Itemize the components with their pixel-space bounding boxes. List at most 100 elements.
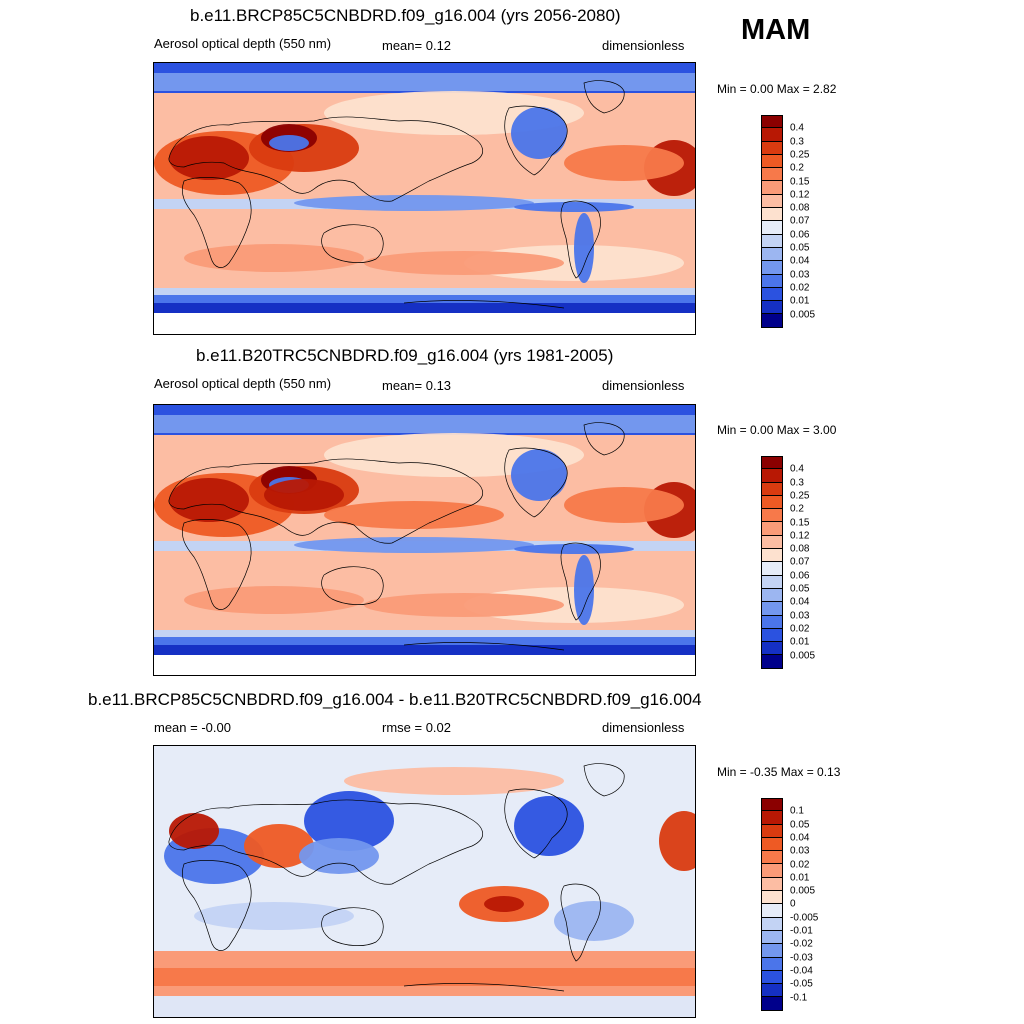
colorbar-tick-label: -0.1 — [790, 992, 808, 1003]
coastline-2 — [321, 224, 384, 263]
colorbar-tick-label: 0.01 — [790, 872, 810, 884]
colorbar-swatch — [761, 469, 783, 483]
coastline-1 — [181, 860, 252, 951]
colorbar-tick-label: -0.005 — [790, 912, 819, 924]
coastline-0 — [168, 799, 483, 885]
colorbar-swatch — [761, 168, 783, 182]
panel-3-mean-label: mean = -0.00 — [154, 720, 231, 735]
panel-1-map-field — [154, 63, 695, 334]
colorbar-tick-label: 0.2 — [790, 162, 804, 174]
antarctic-mask — [154, 996, 695, 1017]
colorbar-swatch — [761, 930, 783, 945]
panel-3-rmse-label: rmse = 0.02 — [382, 720, 452, 735]
colorbar-swatch — [761, 221, 783, 235]
panel-3-colorbar — [761, 798, 783, 1011]
colorbar-swatch — [761, 588, 783, 603]
colorbar-swatch — [761, 891, 783, 905]
colorbar-swatch — [761, 154, 783, 169]
coastline-3 — [504, 105, 568, 176]
saharan-dust-core — [169, 478, 249, 522]
colorbar-swatch — [761, 456, 783, 470]
coastline-6 — [403, 642, 565, 651]
colorbar-tick-label: 0.03 — [790, 845, 810, 857]
west-africa-increase — [169, 813, 219, 849]
colorbar-tick-label: 0.2 — [790, 503, 804, 515]
itcz-core — [294, 537, 534, 553]
indian-ocean-band — [184, 244, 364, 272]
coastline-0 — [168, 458, 483, 544]
colorbar-tick-label: 0.07 — [790, 215, 810, 227]
saharan-dust-core — [169, 136, 249, 180]
colorbar-swatch — [761, 141, 783, 155]
panel-3-minmax: Min = -0.35 Max = 0.13 — [717, 765, 841, 779]
panel-1-variable-label: Aerosol optical depth (550 nm) — [154, 36, 332, 51]
coastline-5 — [583, 422, 625, 456]
colorbar-tick-label: 0.25 — [790, 149, 810, 161]
colorbar-swatch — [761, 997, 783, 1011]
colorbar-tick-label: -0.03 — [790, 952, 813, 964]
panel-3-map — [153, 745, 696, 1018]
coastline-4 — [560, 542, 601, 621]
atlantic-plume — [564, 487, 684, 523]
colorbar-tick-label: 0.02 — [790, 623, 810, 635]
colorbar-tick-label: 0.03 — [790, 610, 810, 622]
colorbar-tick-label: 0.06 — [790, 570, 810, 582]
coastline-4 — [560, 883, 601, 962]
colorbar-swatch — [761, 575, 783, 589]
panel-2-colorbar — [761, 456, 783, 669]
panel-3-map-field — [154, 746, 695, 1017]
colorbar-swatch — [761, 181, 783, 195]
panel-1-units-label: dimensionless — [602, 38, 685, 53]
panel-3-units-label: dimensionless — [602, 720, 685, 735]
colorbar-swatch — [761, 301, 783, 315]
colorbar-swatch — [761, 602, 783, 616]
colorbar-tick-label: 0.04 — [790, 596, 810, 608]
colorbar-swatch — [761, 261, 783, 275]
colorbar-tick-label: 0.04 — [790, 832, 810, 844]
coastline-1 — [181, 177, 252, 268]
colorbar-swatch — [761, 917, 783, 931]
colorbar-swatch — [761, 549, 783, 563]
colorbar-tick-label: 0.4 — [790, 122, 804, 134]
colorbar-tick-label: 0.12 — [790, 530, 810, 542]
colorbar-tick-label: 0.05 — [790, 583, 810, 595]
colorbar-swatch — [761, 522, 783, 536]
colorbar-swatch — [761, 655, 783, 669]
tibet-low — [269, 135, 309, 151]
panel-1-title: b.e11.BRCP85C5CNBDRD.f09_g16.004 (yrs 20… — [190, 6, 621, 25]
colorbar-tick-label: -0.02 — [790, 938, 813, 950]
panel-2-title: b.e11.B20TRC5CNBDRD.f09_g16.004 (yrs 198… — [196, 346, 614, 365]
north-america-low — [511, 107, 567, 159]
colorbar-tick-label: 0.04 — [790, 255, 810, 267]
colorbar-swatch — [761, 247, 783, 262]
colorbar-tick-label: 0.12 — [790, 189, 810, 201]
colorbar-swatch — [761, 509, 783, 523]
coastline-5 — [583, 80, 625, 114]
colorbar-tick-label: 0.08 — [790, 202, 810, 214]
andes-low — [574, 213, 594, 283]
colorbar-tick-label: 0.05 — [790, 819, 810, 831]
colorbar-tick-label: 0.005 — [790, 309, 816, 320]
colorbar-tick-label: 0 — [790, 898, 796, 910]
coastline-4 — [560, 200, 601, 279]
colorbar-tick-label: 0.3 — [790, 136, 804, 148]
itcz-atlantic — [514, 544, 634, 554]
maritime-decrease — [299, 838, 379, 874]
panel-2-variable-label: Aerosol optical depth (550 nm) — [154, 376, 332, 391]
coastline-5 — [583, 763, 625, 797]
colorbar-tick-label: 0.02 — [790, 859, 810, 870]
colorbar-swatch — [761, 970, 783, 985]
north-america-decrease — [514, 796, 584, 856]
colorbar-tick-label: 0.3 — [790, 477, 804, 489]
panel-1-mean-label: mean= 0.12 — [382, 38, 452, 53]
coastline-3 — [504, 788, 568, 859]
south-pacific-band — [364, 593, 564, 617]
indian-ocean-decrease — [194, 902, 354, 930]
itcz-core — [294, 195, 534, 211]
south-asia-increase — [244, 824, 314, 868]
coastline-6 — [403, 300, 565, 309]
southern-ocean-very-low — [154, 645, 695, 655]
arctic-transition — [154, 73, 695, 91]
coastline-2 — [321, 907, 384, 946]
colorbar-swatch — [761, 864, 783, 878]
